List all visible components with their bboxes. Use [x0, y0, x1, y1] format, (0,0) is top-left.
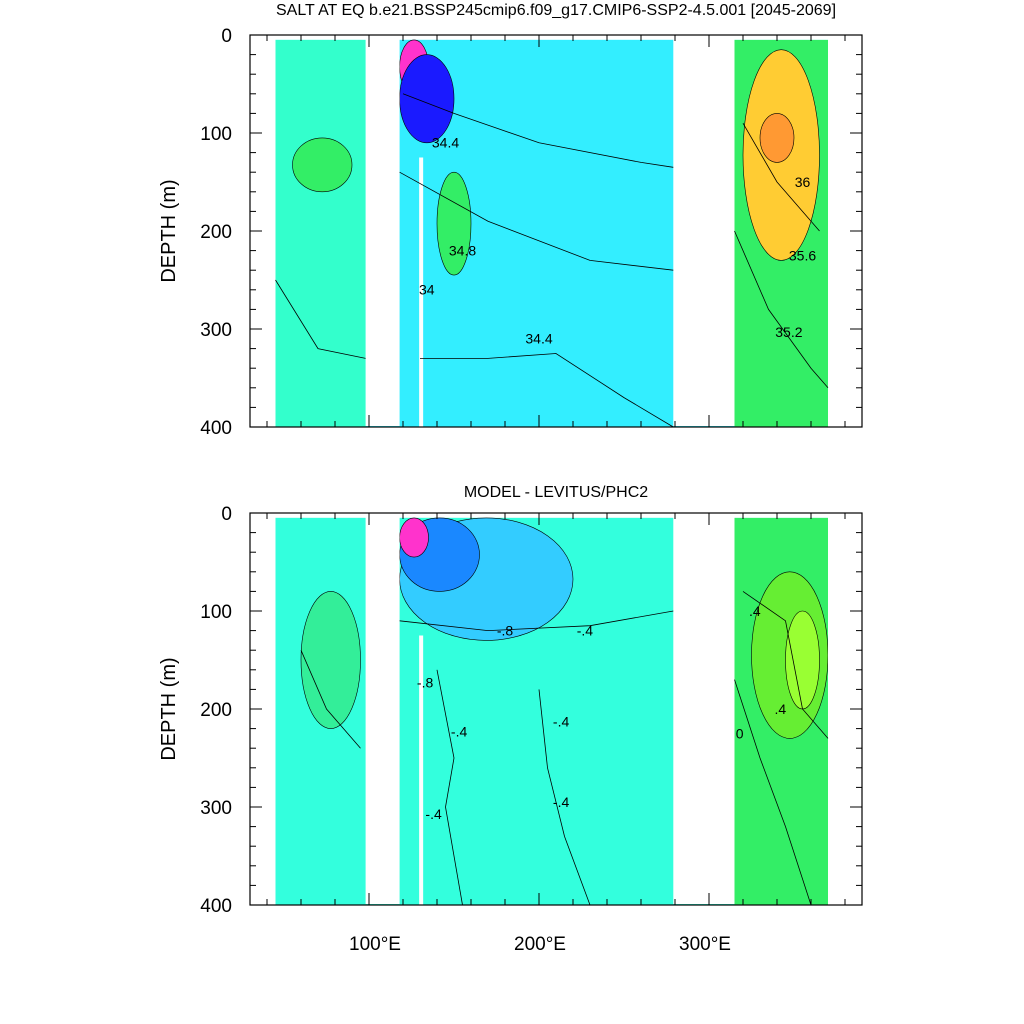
y-tick-labels: 0 100 200 300 400 — [200, 26, 232, 439]
field-region — [399, 54, 455, 144]
contour-label: 35.2 — [775, 324, 802, 340]
land-column — [673, 36, 735, 426]
field-region — [399, 517, 429, 558]
contour-label: -.8 — [497, 623, 514, 639]
panel-salinity: SALT AT EQ b.e21.BSSP245cmip6.f09_g17.CM… — [158, 2, 863, 439]
field-region — [759, 113, 795, 163]
panel-difference: MODEL - LEVITUS/PHC2 -.8 -.4-.8-.4-.4-.4-… — [158, 484, 863, 955]
field-region — [785, 610, 820, 710]
contour-labels: 34.4 34.8 34 34.4 36 35.6 35.2 — [419, 135, 816, 347]
contour-line — [399, 610, 674, 632]
field-region — [300, 591, 361, 729]
panel-title: SALT AT EQ b.e21.BSSP245cmip6.f09_g17.CM… — [276, 2, 836, 19]
x-tick-label: 200°E — [514, 934, 566, 955]
contour-line — [742, 122, 820, 232]
contour-label: 36 — [795, 174, 811, 190]
contour-lines — [275, 93, 829, 428]
contour-line — [734, 230, 829, 389]
field-region — [292, 137, 353, 193]
y-tick-label: 400 — [200, 896, 232, 917]
land-strip — [419, 635, 424, 905]
contour-label: -.4 — [553, 794, 570, 810]
y-tick-label: 400 — [200, 418, 232, 439]
contour-label: 35.6 — [789, 247, 816, 263]
y-tick-label: 200 — [200, 222, 232, 243]
land-strip — [419, 157, 424, 427]
y-tick-labels: 0 100 200 300 400 — [200, 504, 232, 917]
land-column — [673, 514, 735, 904]
contour-line — [399, 171, 674, 271]
y-tick-label: 100 — [200, 124, 232, 145]
x-tick-labels: 100°E 200°E 300°E — [349, 934, 731, 955]
land-column — [365, 514, 400, 904]
salinity-field — [275, 39, 828, 427]
y-axis-title: DEPTH (m) — [158, 657, 180, 760]
contour-label: 34.4 — [432, 135, 459, 151]
y-tick-label: 0 — [221, 26, 232, 47]
contour-label: -.4 — [451, 723, 468, 739]
contour-label: 34 — [419, 282, 435, 298]
y-tick-label: 0 — [221, 504, 232, 525]
contour-lines — [300, 591, 829, 906]
x-tick-label: 100°E — [349, 934, 401, 955]
y-tick-label: 300 — [200, 798, 232, 819]
land-column — [365, 36, 400, 426]
contour-label: -.4 — [553, 714, 570, 730]
contour-label: .4 — [775, 701, 787, 717]
contour-label: -.4 — [425, 806, 442, 822]
contour-label: 34.4 — [525, 331, 552, 347]
contour-label: 0 — [736, 725, 744, 741]
contour-line — [538, 689, 591, 906]
axis-ticks — [250, 34, 862, 428]
contour-line — [734, 679, 812, 906]
contour-label: -.4 — [577, 623, 594, 639]
contour-label: 34.8 — [449, 243, 476, 259]
y-tick-label: 100 — [200, 602, 232, 623]
contour-line — [420, 353, 674, 428]
contour-line — [742, 591, 829, 739]
contour-line — [300, 650, 361, 749]
contour-line — [436, 669, 463, 906]
axis-ticks — [250, 512, 862, 906]
x-tick-label: 300°E — [679, 934, 731, 955]
y-axis-title: DEPTH (m) — [158, 179, 180, 282]
y-tick-label: 200 — [200, 700, 232, 721]
contour-line — [275, 279, 366, 359]
contour-labels: -.8 -.4 -.8 -.4 -.4 -.4 -.4 .4 .4 0 — [417, 603, 787, 822]
field-region — [275, 39, 366, 427]
contour-label: .4 — [749, 603, 761, 619]
field-region — [436, 171, 472, 276]
y-tick-label: 300 — [200, 320, 232, 341]
panel-title: MODEL - LEVITUS/PHC2 — [464, 484, 648, 501]
contour-line — [402, 93, 674, 168]
contour-label: -.8 — [417, 674, 434, 690]
